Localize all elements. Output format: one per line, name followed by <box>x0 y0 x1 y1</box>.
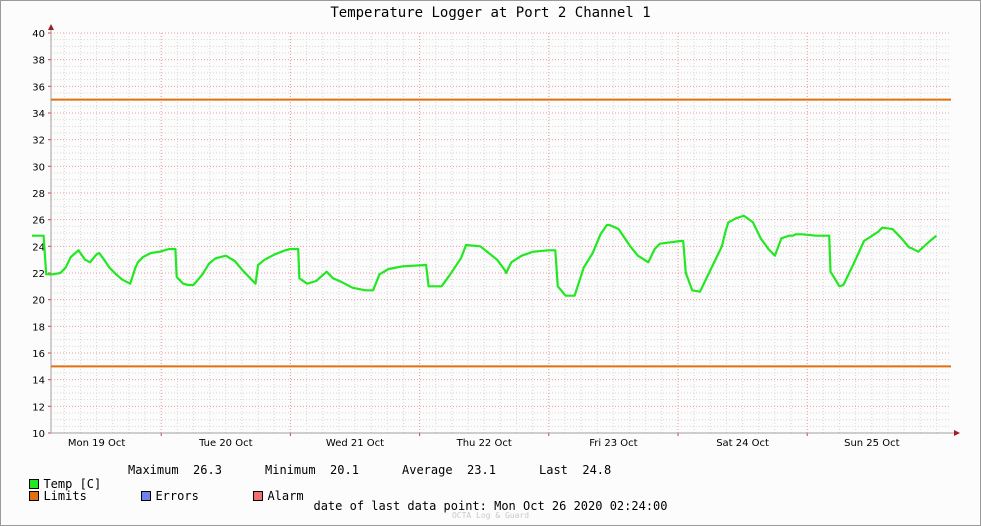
limit-lines <box>51 98 951 368</box>
minimum-value: 20.1 <box>330 463 359 477</box>
y-axis-arrow <box>48 24 54 30</box>
y-tick-label: 26 <box>32 216 45 227</box>
chart-title: Temperature Logger at Port 2 Channel 1 <box>330 5 651 21</box>
y-tick-label: 32 <box>32 136 45 147</box>
y-tick-label: 40 <box>32 29 45 40</box>
y-tick-label: 36 <box>32 82 45 93</box>
temp-series-line <box>32 214 938 297</box>
y-tick-label: 28 <box>32 189 45 200</box>
y-tick-label: 12 <box>32 402 45 413</box>
temp-swatch <box>29 478 40 489</box>
axes <box>48 24 960 436</box>
average-label: Average <box>402 463 453 477</box>
y-tick-labels: 10 12 14 16 18 20 22 24 26 28 30 32 34 36 38 40 <box>32 29 45 440</box>
stat-average: Average 23.1 <box>402 463 496 477</box>
legend-row-1: Temp [C] <box>15 463 101 491</box>
y-tick-label: 10 <box>32 429 45 440</box>
maximum-value: 26.3 <box>193 463 222 477</box>
last-label: Last <box>539 463 568 477</box>
stat-last: Last 24.8 <box>539 463 611 477</box>
y-tick-label: 34 <box>32 109 45 120</box>
alarm-swatch <box>253 490 264 501</box>
legend-alarm-label: Alarm <box>267 489 304 503</box>
x-tick-label: Sat 24 Oct <box>716 438 769 449</box>
legend-limits: Limits <box>15 475 87 503</box>
legend-errors-label: Errors <box>155 489 199 503</box>
legend-alarm: Alarm <box>239 475 304 503</box>
minimum-label: Minimum <box>265 463 316 477</box>
y-tick-label: 20 <box>32 296 45 307</box>
limits-swatch <box>29 490 40 501</box>
stat-minimum: Minimum 20.1 <box>265 463 359 477</box>
y-tick-label: 22 <box>32 269 45 280</box>
y-tick-label: 30 <box>32 162 45 173</box>
x-tick-label: Mon 19 Oct <box>68 438 126 449</box>
x-tick-labels: Mon 19 Oct Tue 20 Oct Wed 21 Oct Thu 22 Oct… <box>68 438 900 449</box>
errors-swatch <box>141 490 152 501</box>
last-value: 24.8 <box>582 463 612 477</box>
legend-limits-label: Limits <box>43 489 87 503</box>
series-layer <box>32 214 938 297</box>
stat-maximum: Maximum 26.3 <box>128 463 222 477</box>
x-tick-label: Thu 22 Oct <box>456 438 512 449</box>
legend-temp-label: Temp [C] <box>43 477 102 491</box>
grid-minor <box>51 33 951 433</box>
footer-prefix: date of last data point: <box>313 499 487 513</box>
last-data-point: date of last data point: Mon Oct 26 2020… <box>0 499 981 513</box>
x-tick-label: Tue 20 Oct <box>198 438 253 449</box>
footer-date: Mon Oct 26 2020 02:24:00 <box>494 499 668 513</box>
y-tick-label: 18 <box>32 322 45 333</box>
x-tick-label: Sun 25 Oct <box>844 438 899 449</box>
x-axis-arrow <box>954 430 960 436</box>
y-tick-label: 16 <box>32 349 45 360</box>
y-tick-label: 14 <box>32 376 45 387</box>
x-tick-label: Fri 23 Oct <box>589 438 637 449</box>
y-tick-label: 24 <box>32 242 45 253</box>
watermark: OCTA Log & Guard <box>451 511 530 520</box>
y-tick-label: 38 <box>32 56 45 67</box>
maximum-label: Maximum <box>128 463 179 477</box>
x-tick-label: Wed 21 Oct <box>326 438 384 449</box>
legend-errors: Errors <box>127 475 199 503</box>
average-value: 23.1 <box>467 463 496 477</box>
